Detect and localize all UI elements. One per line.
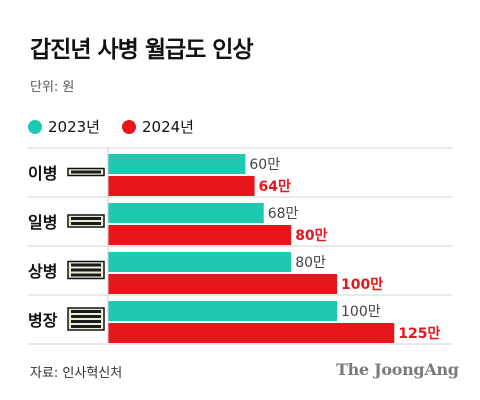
bar-2023 xyxy=(108,203,264,223)
data-label-2023: 80만 xyxy=(295,255,326,271)
bar-2024 xyxy=(108,274,337,294)
rank-stripe xyxy=(71,222,101,225)
rank-4-stripes-icon xyxy=(67,307,105,331)
category-label: 이병 xyxy=(28,164,57,183)
data-label-2023: 60만 xyxy=(249,157,280,173)
category-label: 일병 xyxy=(28,213,57,232)
rank-stripe xyxy=(71,310,101,313)
legend-swatch-2023 xyxy=(28,119,42,134)
data-label-2023: 68만 xyxy=(268,206,299,222)
rank-stripe xyxy=(71,273,101,277)
unit-label: 단위: 원 xyxy=(30,80,75,95)
data-label-2024: 100만 xyxy=(341,277,383,293)
data-label-2023: 100만 xyxy=(341,304,381,320)
source-note: 자료: 인사혁신처 xyxy=(30,366,123,381)
rank-stripe xyxy=(71,217,101,220)
legend-item-2024: 2024년 xyxy=(121,116,194,137)
publisher-logo: The JoongAng xyxy=(336,360,459,379)
rank-stripe xyxy=(71,263,101,267)
bar-2024 xyxy=(108,323,395,343)
bar-2023 xyxy=(108,301,337,321)
legend-label-2024: 2024년 xyxy=(141,118,194,136)
rank-stripe xyxy=(71,320,101,323)
bar-2023 xyxy=(108,154,246,174)
bar-2024 xyxy=(108,225,292,245)
category-label: 병장 xyxy=(28,311,58,330)
data-label-2024: 80만 xyxy=(295,228,327,244)
rank-stripe xyxy=(71,315,101,318)
rank-stripe xyxy=(71,268,101,272)
rank-2-stripes-icon xyxy=(67,214,105,228)
legend-item-2023: 2023년 xyxy=(28,116,100,137)
legend-swatch-2024 xyxy=(121,119,136,134)
rank-stripe xyxy=(71,170,101,174)
category-label: 상병 xyxy=(28,262,57,281)
data-label-2024: 125만 xyxy=(398,326,440,342)
legend: 2023년 2024년 xyxy=(28,116,216,137)
data-label-2024: 64만 xyxy=(259,179,291,195)
legend-label-2023: 2023년 xyxy=(48,118,100,136)
bar-2023 xyxy=(108,252,292,272)
chart-title: 갑진년 사병 월급도 인상 xyxy=(30,37,254,63)
rank-stripe xyxy=(71,325,101,328)
bar-2024 xyxy=(108,176,255,196)
